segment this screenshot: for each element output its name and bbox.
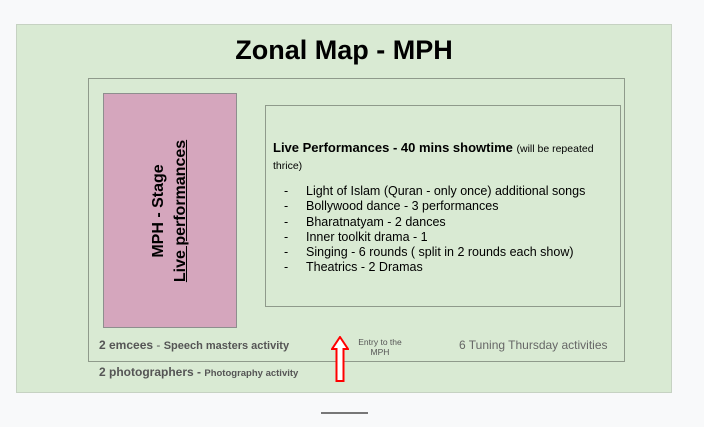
performances-heading: Live Performances - 40 mins showtime (wi… [273,140,613,174]
slide-title: Zonal Map - MPH [235,35,453,65]
stage-zone: MPH - Stage Live performances [103,93,237,328]
performances-box: Live Performances - 40 mins showtime (wi… [265,105,621,307]
entry-line2: MPH [370,347,390,357]
performance-item: Light of Islam (Quran - only once) addit… [284,184,585,200]
tuning-thursday-label: 6 Tuning Thursday activities [459,338,608,352]
zonal-map-slide: Zonal Map - MPH MPH - Stage Live perform… [16,24,672,393]
photographers-separator: - [193,365,205,379]
performances-list: Light of Islam (Quran - only once) addit… [284,184,585,276]
performances-note: (will be repeated thrice) [273,143,594,172]
entry-label: Entry to the MPH [350,337,410,357]
performance-item: Theatrics - 2 Dramas [284,260,585,276]
performance-item: Singing - 6 rounds ( split in 2 rounds e… [284,245,585,261]
performance-item: Bollywood dance - 3 performances [284,199,585,215]
performances-heading-text: Live Performances - 40 mins showtime [273,140,513,155]
horizontal-scrollbar[interactable] [321,412,368,414]
photographers-count: 2 photographers [99,365,194,379]
performance-item: Inner toolkit drama - 1 [284,230,585,246]
emcees-activity: Speech masters activity [163,340,290,352]
emcees-count: 2 emcees [99,338,154,352]
stage-label: MPH - Stage Live performances [148,93,192,328]
stage-subtitle: Live performances [172,139,189,282]
stage-title: MPH - Stage [150,163,167,258]
arrow-up-outline-icon [331,336,349,382]
performance-item: Bharatnatyam - 2 dances [284,215,585,231]
entry-line1: Entry to the [358,337,402,347]
emcees-separator: - [153,338,164,352]
photographers-label: 2 photographers - Photography activity [99,365,298,379]
mph-hall-outline [88,78,625,362]
photographers-activity: Photography activity [204,368,299,379]
emcees-label: 2 emcees - Speech masters activity [99,338,289,352]
